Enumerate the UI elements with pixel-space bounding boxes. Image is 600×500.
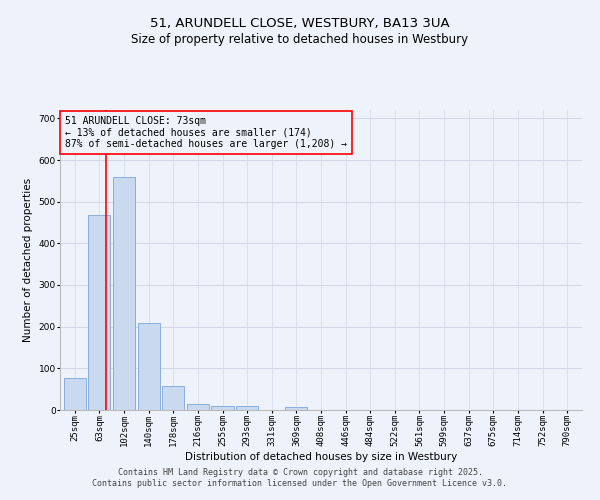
X-axis label: Distribution of detached houses by size in Westbury: Distribution of detached houses by size … xyxy=(185,452,457,462)
Bar xyxy=(113,176,135,410)
Text: 51 ARUNDELL CLOSE: 73sqm
← 13% of detached houses are smaller (174)
87% of semi-: 51 ARUNDELL CLOSE: 73sqm ← 13% of detach… xyxy=(65,116,347,149)
Bar xyxy=(88,216,110,410)
Text: Size of property relative to detached houses in Westbury: Size of property relative to detached ho… xyxy=(131,32,469,46)
Bar xyxy=(64,378,86,410)
Text: Contains HM Land Registry data © Crown copyright and database right 2025.
Contai: Contains HM Land Registry data © Crown c… xyxy=(92,468,508,487)
Y-axis label: Number of detached properties: Number of detached properties xyxy=(23,178,33,342)
Bar xyxy=(236,406,258,410)
Bar xyxy=(187,404,209,410)
Text: 51, ARUNDELL CLOSE, WESTBURY, BA13 3UA: 51, ARUNDELL CLOSE, WESTBURY, BA13 3UA xyxy=(150,18,450,30)
Bar xyxy=(137,324,160,410)
Bar xyxy=(211,406,233,410)
Bar xyxy=(285,407,307,410)
Bar xyxy=(162,386,184,410)
